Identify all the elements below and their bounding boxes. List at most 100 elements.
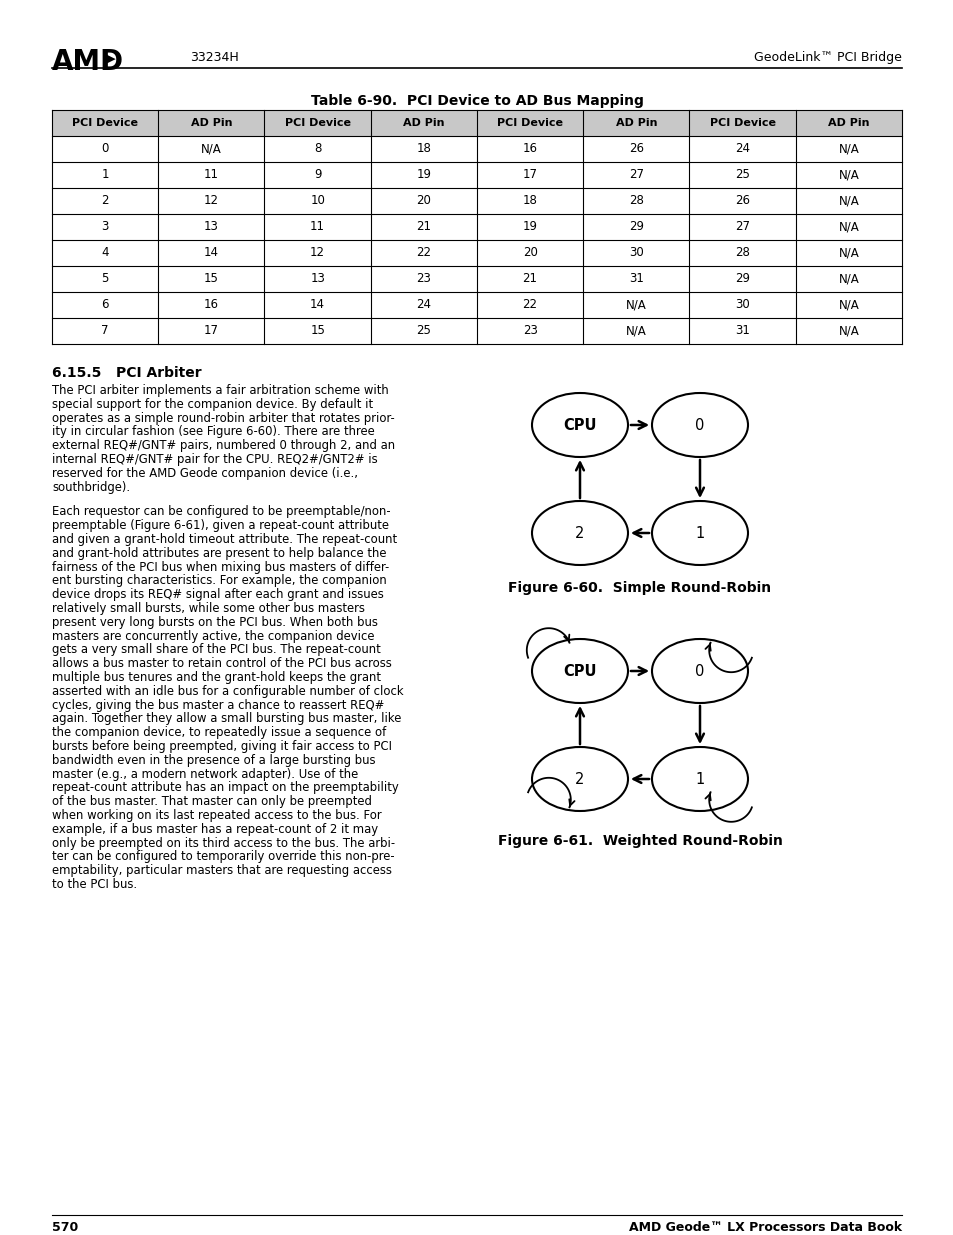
Text: PCI Device: PCI Device [497, 119, 562, 128]
Text: 14: 14 [204, 247, 218, 259]
Text: cycles, giving the bus master a chance to reassert REQ#: cycles, giving the bus master a chance t… [52, 699, 384, 711]
Text: PCI Device: PCI Device [284, 119, 351, 128]
Text: 23: 23 [416, 273, 431, 285]
Text: ter can be configured to temporarily override this non-pre-: ter can be configured to temporarily ove… [52, 851, 395, 863]
Bar [52, 110, 901, 136]
Text: again. Together they allow a small bursting bus master, like: again. Together they allow a small burst… [52, 713, 401, 725]
Text: 21: 21 [416, 221, 431, 233]
Ellipse shape [651, 747, 747, 811]
Ellipse shape [532, 638, 627, 703]
Text: 24: 24 [416, 299, 431, 311]
Text: ▶: ▶ [104, 51, 115, 65]
Text: CPU: CPU [562, 663, 597, 678]
Text: 3: 3 [101, 221, 109, 233]
Text: relatively small bursts, while some other bus masters: relatively small bursts, while some othe… [52, 601, 364, 615]
Text: AMD: AMD [52, 48, 124, 77]
Text: 14: 14 [310, 299, 325, 311]
Text: 5: 5 [101, 273, 109, 285]
Text: N/A: N/A [838, 247, 859, 259]
Text: 13: 13 [204, 221, 218, 233]
Text: master (e.g., a modern network adapter). Use of the: master (e.g., a modern network adapter).… [52, 768, 358, 781]
Text: 19: 19 [522, 221, 537, 233]
Text: The PCI arbiter implements a fair arbitration scheme with: The PCI arbiter implements a fair arbitr… [52, 384, 388, 396]
Text: N/A: N/A [838, 299, 859, 311]
Text: 28: 28 [628, 194, 643, 207]
Ellipse shape [532, 393, 627, 457]
Text: emptability, particular masters that are requesting access: emptability, particular masters that are… [52, 864, 392, 877]
Text: Figure 6-60.  Simple Round-Robin: Figure 6-60. Simple Round-Robin [508, 580, 771, 595]
Text: 18: 18 [522, 194, 537, 207]
Text: N/A: N/A [838, 194, 859, 207]
Text: bursts before being preempted, giving it fair access to PCI: bursts before being preempted, giving it… [52, 740, 392, 753]
Text: AD Pin: AD Pin [191, 119, 232, 128]
Text: 23: 23 [522, 325, 537, 337]
Text: 11: 11 [310, 221, 325, 233]
Text: 12: 12 [310, 247, 325, 259]
Text: ity in circular fashion (see Figure 6-60). There are three: ity in circular fashion (see Figure 6-60… [52, 425, 375, 438]
Text: 25: 25 [735, 168, 749, 182]
Text: 0: 0 [695, 663, 704, 678]
Text: PCI Device: PCI Device [709, 119, 775, 128]
Text: 6: 6 [101, 299, 109, 311]
Text: and given a grant-hold timeout attribute. The repeat-count: and given a grant-hold timeout attribute… [52, 534, 396, 546]
Text: 13: 13 [310, 273, 325, 285]
Text: Figure 6-61.  Weighted Round-Robin: Figure 6-61. Weighted Round-Robin [497, 834, 781, 848]
Text: CPU: CPU [562, 417, 597, 432]
Text: AMD Geode™ LX Processors Data Book: AMD Geode™ LX Processors Data Book [628, 1221, 901, 1234]
Text: 0: 0 [101, 142, 109, 156]
Text: example, if a bus master has a repeat-count of 2 it may: example, if a bus master has a repeat-co… [52, 823, 377, 836]
Text: 11: 11 [204, 168, 218, 182]
Text: 31: 31 [735, 325, 749, 337]
Text: N/A: N/A [201, 142, 221, 156]
Text: allows a bus master to retain control of the PCI bus across: allows a bus master to retain control of… [52, 657, 392, 671]
Text: 20: 20 [522, 247, 537, 259]
Text: repeat-count attribute has an impact on the preemptability: repeat-count attribute has an impact on … [52, 782, 398, 794]
Text: GeodeLink™ PCI Bridge: GeodeLink™ PCI Bridge [753, 51, 901, 64]
Text: masters are concurrently active, the companion device: masters are concurrently active, the com… [52, 630, 375, 642]
Text: 8: 8 [314, 142, 321, 156]
Text: 27: 27 [735, 221, 749, 233]
Text: 29: 29 [735, 273, 749, 285]
Text: device drops its REQ# signal after each grant and issues: device drops its REQ# signal after each … [52, 588, 383, 601]
Text: 15: 15 [204, 273, 218, 285]
Text: fairness of the PCI bus when mixing bus masters of differ-: fairness of the PCI bus when mixing bus … [52, 561, 389, 573]
Text: when working on its last repeated access to the bus. For: when working on its last repeated access… [52, 809, 381, 823]
Text: N/A: N/A [838, 142, 859, 156]
Text: 26: 26 [735, 194, 749, 207]
Text: N/A: N/A [838, 273, 859, 285]
Text: bandwidth even in the presence of a large bursting bus: bandwidth even in the presence of a larg… [52, 753, 375, 767]
Text: external REQ#/GNT# pairs, numbered 0 through 2, and an: external REQ#/GNT# pairs, numbered 0 thr… [52, 440, 395, 452]
Text: 1: 1 [695, 772, 704, 787]
Text: Each requestor can be configured to be preemptable/non-: Each requestor can be configured to be p… [52, 505, 390, 519]
Text: 16: 16 [204, 299, 218, 311]
Text: PCI Device: PCI Device [72, 119, 138, 128]
Text: gets a very small share of the PCI bus. The repeat-count: gets a very small share of the PCI bus. … [52, 643, 380, 657]
Text: 22: 22 [416, 247, 431, 259]
Text: 4: 4 [101, 247, 109, 259]
Text: operates as a simple round-robin arbiter that rotates prior-: operates as a simple round-robin arbiter… [52, 411, 395, 425]
Text: only be preempted on its third access to the bus. The arbi-: only be preempted on its third access to… [52, 836, 395, 850]
Text: AD Pin: AD Pin [827, 119, 869, 128]
Text: 7: 7 [101, 325, 109, 337]
Text: 10: 10 [310, 194, 325, 207]
Text: preemptable (Figure 6-61), given a repeat-count attribute: preemptable (Figure 6-61), given a repea… [52, 519, 389, 532]
Text: special support for the companion device. By default it: special support for the companion device… [52, 398, 373, 411]
Text: 17: 17 [204, 325, 218, 337]
Text: present very long bursts on the PCI bus. When both bus: present very long bursts on the PCI bus.… [52, 616, 377, 629]
Text: asserted with an idle bus for a configurable number of clock: asserted with an idle bus for a configur… [52, 685, 403, 698]
Text: N/A: N/A [838, 325, 859, 337]
Text: 24: 24 [735, 142, 749, 156]
Text: multiple bus tenures and the grant-hold keeps the grant: multiple bus tenures and the grant-hold … [52, 671, 380, 684]
Text: 12: 12 [204, 194, 218, 207]
Text: 27: 27 [628, 168, 643, 182]
Text: 1: 1 [101, 168, 109, 182]
Text: 22: 22 [522, 299, 537, 311]
Text: 33234H: 33234H [190, 51, 238, 64]
Text: 2: 2 [101, 194, 109, 207]
Ellipse shape [651, 393, 747, 457]
Ellipse shape [651, 638, 747, 703]
Text: Table 6-90.  PCI Device to AD Bus Mapping: Table 6-90. PCI Device to AD Bus Mapping [311, 94, 642, 107]
Text: 26: 26 [628, 142, 643, 156]
Text: 30: 30 [735, 299, 749, 311]
Text: 570: 570 [52, 1221, 78, 1234]
